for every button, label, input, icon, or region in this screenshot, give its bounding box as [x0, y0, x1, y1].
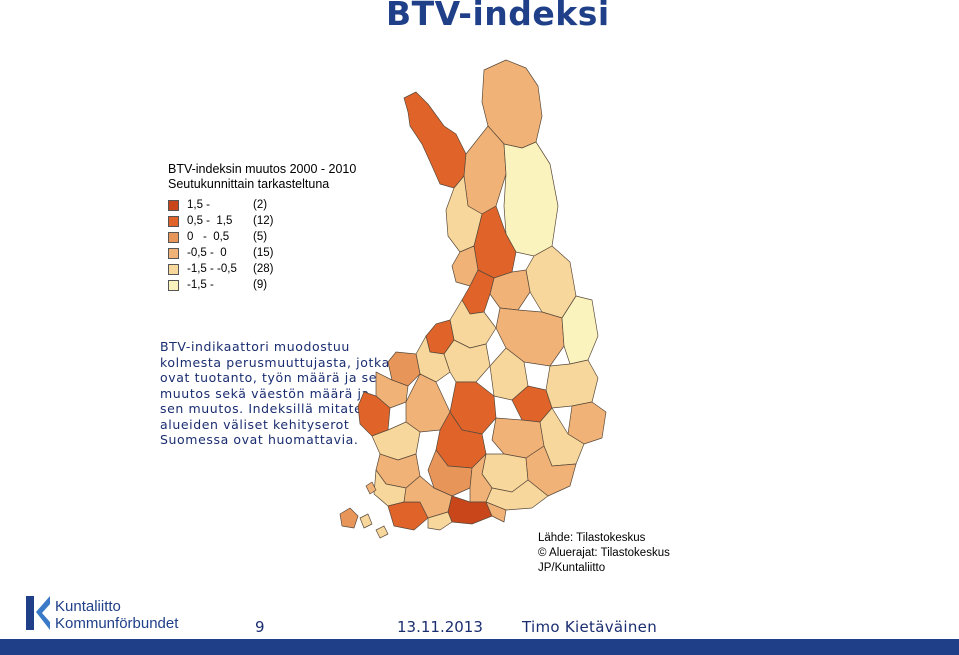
page-number: 9: [255, 618, 265, 636]
region-aland: [339, 507, 359, 529]
region-porvoo: [485, 501, 507, 523]
region-kemijarvi: [489, 269, 531, 311]
legend-swatch: [168, 248, 179, 259]
legend-swatch: [168, 200, 179, 211]
legend-swatch: [168, 216, 179, 227]
legend-range: 0 - 0,5: [187, 231, 230, 243]
source-line1: Lähde: Tilastokeskus: [538, 532, 646, 544]
footer-date: 13.11.2013: [397, 618, 483, 636]
region-tunturi-lappi: [463, 125, 507, 215]
footer-author: Timo Kietäväinen: [522, 618, 658, 636]
logo-text-line1: Kuntaliitto: [55, 598, 121, 615]
source-credits: Lähde: Tilastokeskus © Aluerajat: Tilast…: [538, 531, 670, 576]
logo-text-line2: Kommunförbundet: [55, 615, 179, 632]
legend-title: BTV-indeksin muutos 2000 - 2010 Seutukun…: [168, 162, 356, 192]
region-kainuu: [495, 307, 565, 367]
legend-range: 1,5 -: [187, 199, 211, 211]
legend-count: (2): [253, 199, 268, 211]
kuntaliitto-logo-icon: [26, 596, 50, 630]
region-archipelago: [365, 481, 377, 495]
description-text: BTV-indikaattori muodostuu kolmesta peru…: [160, 339, 390, 447]
source-line2: © Aluerajat: Tilastokeskus: [538, 547, 670, 559]
region-aland-islands: [359, 513, 373, 529]
region-raasepori: [427, 511, 453, 531]
legend-count: (5): [253, 231, 268, 243]
legend-swatch: [168, 280, 179, 291]
legend-swatch: [168, 232, 179, 243]
legend-count: (12): [253, 215, 274, 227]
legend-title-line2: Seutukunnittain tarkasteltuna: [168, 177, 330, 191]
region-pielinen: [545, 359, 599, 409]
region-kuusamo: [561, 295, 599, 365]
footer-bar: [0, 639, 959, 655]
page-title: BTV-indeksi: [386, 0, 610, 33]
legend-swatch: [168, 264, 179, 275]
source-line3: JP/Kuntaliitto: [538, 562, 606, 574]
region-ita-lappi: [503, 141, 559, 257]
legend-range: -0,5 - 0: [187, 247, 227, 259]
region-hameenlinna: [427, 449, 473, 497]
region-archipelago: [375, 525, 389, 539]
legend-count: (28): [253, 263, 274, 275]
legend-range: -1,5 - -0,5: [187, 263, 237, 275]
legend-range: -1,5 -: [187, 279, 214, 291]
region-nivala: [443, 339, 491, 383]
legend-title-line1: BTV-indeksin muutos 2000 - 2010: [168, 162, 357, 176]
legend-count: (15): [253, 247, 274, 259]
finland-map: [339, 59, 607, 539]
legend-range: 0,5 - 1,5: [187, 215, 233, 227]
legend-count: (9): [253, 279, 268, 291]
region-enontekio: [403, 91, 467, 189]
